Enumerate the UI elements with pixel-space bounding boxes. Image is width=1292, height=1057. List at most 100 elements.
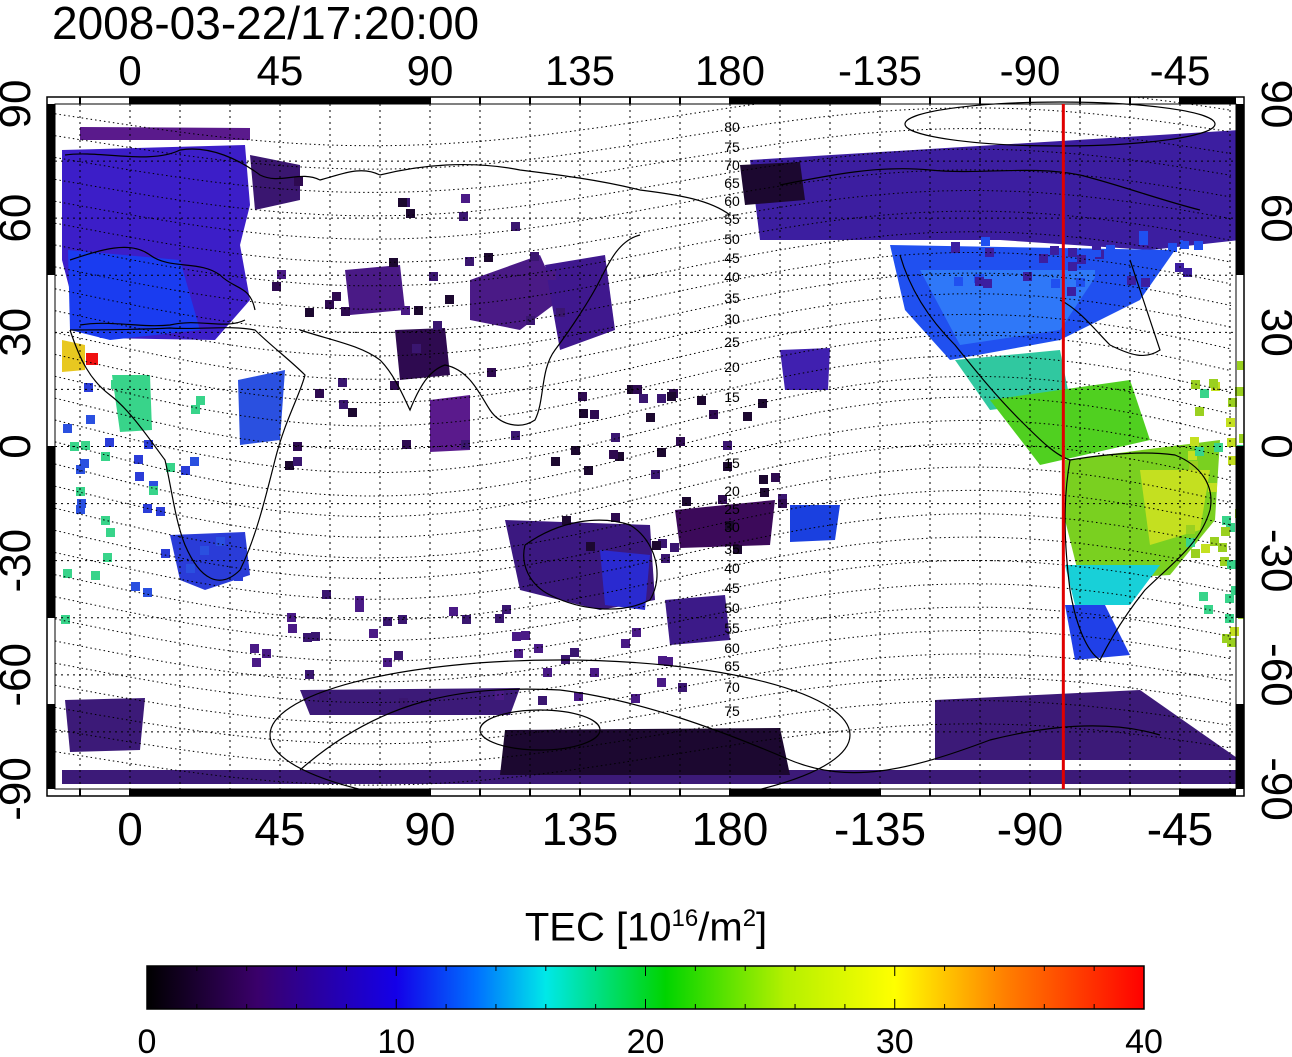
tec-station-pixel (967, 255, 976, 264)
tec-station-pixel (611, 513, 620, 522)
tec-station-pixel (521, 631, 530, 640)
tec-station-pixel (657, 678, 666, 687)
tec-patch-arctic-top (80, 127, 250, 140)
mlat-label: 35 (724, 541, 740, 557)
tec-patch-australia-blue (600, 550, 650, 610)
tec-station-pixel (1195, 447, 1204, 456)
tec-patch-central-america (990, 380, 1150, 465)
mlat-label: 15 (724, 455, 740, 471)
frame-bar-right (1236, 104, 1244, 275)
tec-station-pixel (86, 415, 95, 424)
tec-station-pixel (678, 683, 687, 692)
tec-station-pixel (1119, 286, 1128, 295)
tec-station-pixel (402, 440, 411, 449)
tec-station-pixel (1228, 398, 1237, 407)
tec-station-pixel (778, 494, 787, 503)
tec-station-pixel (223, 546, 232, 555)
tec-station-pixel (134, 455, 143, 464)
mlat-label: 25 (724, 334, 740, 350)
tec-station-pixel (406, 209, 415, 218)
mlat-label: 55 (724, 211, 740, 227)
tec-station-pixel (315, 389, 324, 398)
longitude-label-top: 45 (257, 47, 304, 94)
tec-station-pixel (240, 383, 249, 392)
tec-station-pixel (609, 450, 618, 459)
tec-station-pixel (181, 466, 190, 475)
tec-station-pixel (502, 605, 511, 614)
tec-station-pixel (1186, 538, 1195, 547)
tec-station-pixel (1123, 238, 1132, 247)
tec-station-pixel (657, 394, 666, 403)
latitude-label-right: -30 (1252, 529, 1292, 593)
longitude-label-bottom: 135 (542, 803, 619, 855)
frame-bar-bottom (130, 789, 430, 796)
colorbar-tick-label: 10 (377, 1023, 415, 1057)
tec-station-pixel (1190, 437, 1199, 446)
tec-station-pixel (285, 461, 294, 470)
tec-station-pixel (1210, 537, 1219, 546)
tec-station-pixel (1235, 387, 1244, 396)
tec-station-pixel (252, 658, 261, 667)
mlat-label: 45 (724, 250, 740, 266)
tec-station-pixel (1092, 248, 1101, 257)
coastline-australia (523, 519, 658, 610)
magnetic-contour (54, 107, 1232, 170)
tec-station-pixel (1226, 523, 1235, 532)
tec-station-pixel (980, 249, 989, 258)
tec-station-pixel (294, 177, 303, 186)
tec-station-pixel (389, 258, 398, 267)
magnetic-contour (54, 210, 1232, 287)
colorbar-tick-label: 0 (138, 1023, 157, 1057)
tec-patch-east-asia (470, 255, 560, 330)
tec-station-pixel (759, 475, 768, 484)
tec-station-pixel (570, 648, 579, 657)
tec-station-pixel (1023, 272, 1032, 281)
map-frame-ticks (47, 97, 1244, 796)
latitude-labels-left: 90 60 30 0 -30 -60 -90 (0, 80, 40, 821)
magnetic-contour (54, 128, 1232, 193)
tec-station-pixel (771, 473, 780, 482)
magnetic-contour (54, 560, 1232, 641)
latitude-label-left: 90 (0, 80, 40, 129)
tec-station-pixel (1204, 605, 1213, 614)
magnetic-contour (54, 293, 1232, 380)
tec-patch-siberia (250, 155, 300, 210)
latitude-label-left: 0 (0, 434, 40, 458)
tec-station-pixel (369, 629, 378, 638)
tec-station-pixel (975, 277, 984, 286)
tec-station-pixel (1092, 241, 1101, 250)
tec-station-pixel (101, 452, 110, 461)
tec-station-pixel (664, 657, 673, 666)
tec-station-pixel (743, 412, 752, 421)
latitude-labels-right: 90 60 30 0 -30 -60 -90 (1252, 80, 1292, 821)
colorbar-tick-labels: 0 10 20 30 40 (138, 1023, 1163, 1057)
tec-station-pixel (579, 409, 588, 418)
tec-station-pixel (305, 308, 314, 317)
latitude-label-right: -60 (1252, 643, 1292, 707)
magnetic-latitude-labels: 80 75 70 65 60 55 50 45 40 35 30 25 20 15 15 20 25 30 35 40… (724, 119, 740, 719)
tec-station-pixel (667, 392, 676, 401)
tec-station-pixel (101, 516, 110, 525)
tec-station-pixel (718, 495, 727, 504)
tec-station-pixel (1127, 276, 1136, 285)
colorbar-title-exp1: 16 (671, 905, 699, 932)
coastline-asia (299, 163, 731, 426)
tec-station-pixel (262, 649, 271, 658)
tec-station-pixel (1225, 594, 1234, 603)
tec-station-pixel (186, 564, 195, 573)
longitude-labels-bottom: 0 45 90 135 180 -135 -90 -45 (117, 803, 1213, 855)
tec-station-pixel (1227, 438, 1236, 447)
tec-station-pixel (733, 545, 742, 554)
tec-station-pixel (1183, 232, 1192, 241)
tec-station-pixel (339, 400, 348, 409)
coastlines (64, 101, 1216, 796)
tec-station-pixel (200, 546, 209, 555)
tec-patch-south-pacific (790, 505, 840, 542)
latitude-label-right: 60 (1252, 194, 1292, 243)
tec-station-pixel (63, 569, 72, 578)
mlat-label: 20 (724, 359, 740, 375)
tec-station-pixel (651, 470, 660, 479)
tec-station-pixel (511, 431, 520, 440)
tec-patch-canada (750, 130, 1240, 250)
latitude-label-left: 60 (0, 194, 40, 243)
